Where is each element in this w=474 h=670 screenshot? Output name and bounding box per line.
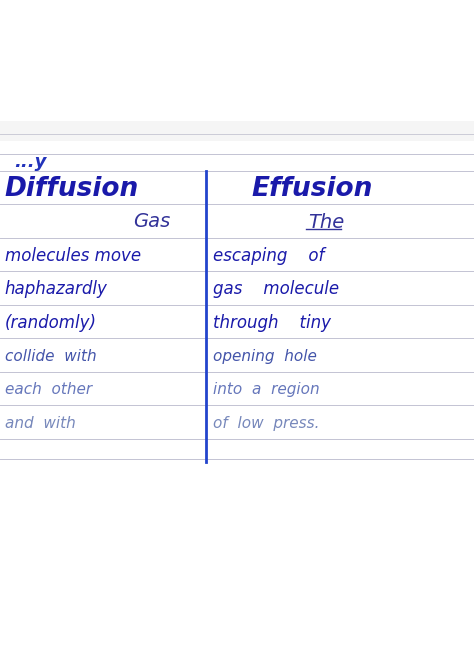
Text: gas    molecule: gas molecule: [213, 281, 339, 298]
Text: molecules move: molecules move: [5, 247, 141, 265]
Text: escaping    of: escaping of: [213, 247, 325, 265]
Text: opening  hole: opening hole: [213, 349, 317, 364]
Bar: [0, 523, 474, 670]
Text: through    tiny: through tiny: [213, 314, 331, 332]
Text: The: The: [308, 213, 344, 232]
Bar: [0, 121, 474, 141]
Text: haphazardly: haphazardly: [5, 281, 108, 298]
Text: Effusion: Effusion: [251, 176, 373, 202]
Text: collide  with: collide with: [5, 349, 96, 364]
Text: (randomly): (randomly): [5, 314, 97, 332]
Text: ...y: ...y: [14, 153, 46, 171]
Bar: [0, 0, 474, 121]
Text: into  a  region: into a region: [213, 383, 320, 397]
Text: Diffusion: Diffusion: [5, 176, 139, 202]
Text: of  low  press.: of low press.: [213, 416, 320, 431]
Text: each  other: each other: [5, 383, 92, 397]
Text: Gas: Gas: [133, 212, 171, 230]
Text: and  with: and with: [5, 416, 75, 431]
